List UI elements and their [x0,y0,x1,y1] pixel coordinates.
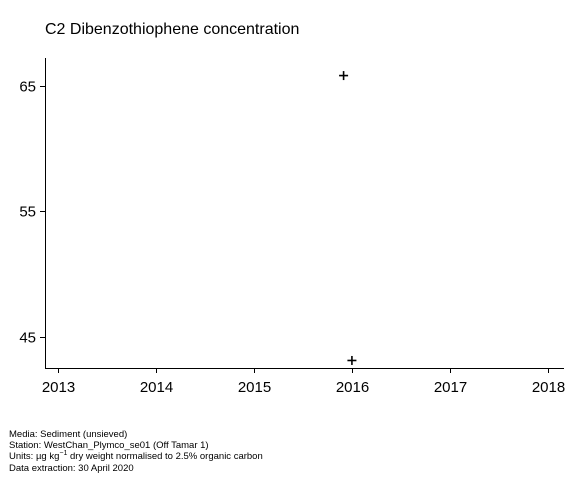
footer-metadata: Media: Sediment (unsieved) Station: West… [9,429,263,474]
x-tick-label: 2018 [532,379,565,396]
x-tick-label: 2016 [336,379,369,396]
footer-extraction: Data extraction: 30 April 2020 [9,462,134,474]
footer-units: Units: µg kg−1 dry weight normalised to … [9,450,263,463]
footer-units-prefix: Units: [9,451,36,463]
y-tick-label: 55 [19,204,36,221]
x-tick-label: 2013 [42,379,75,396]
x-tick-label: 2014 [140,379,173,396]
x-tick-label: 2015 [238,379,271,396]
x-axis-ticks: 2013 2014 2015 2016 2017 2018 [42,368,565,396]
footer-station: Station: WestChan_Plymco_se01 (Off Tamar… [9,440,209,452]
data-point [339,71,349,81]
y-axis-ticks: 45 55 65 [19,79,45,347]
footer-units-exp: −1 [59,450,68,458]
chart-title: C2 Dibenzothiophene concentration [45,21,299,38]
y-tick-label: 65 [19,79,36,96]
data-points [339,71,357,365]
footer-units-mu: µg kg [35,451,60,463]
x-tick-label: 2017 [434,379,467,396]
footer-media: Media: Sediment (unsieved) [9,429,128,440]
data-point [347,355,357,365]
footer-units-suffix: dry weight normalised to 2.5% organic ca… [67,451,263,463]
y-tick-label: 45 [19,330,36,347]
